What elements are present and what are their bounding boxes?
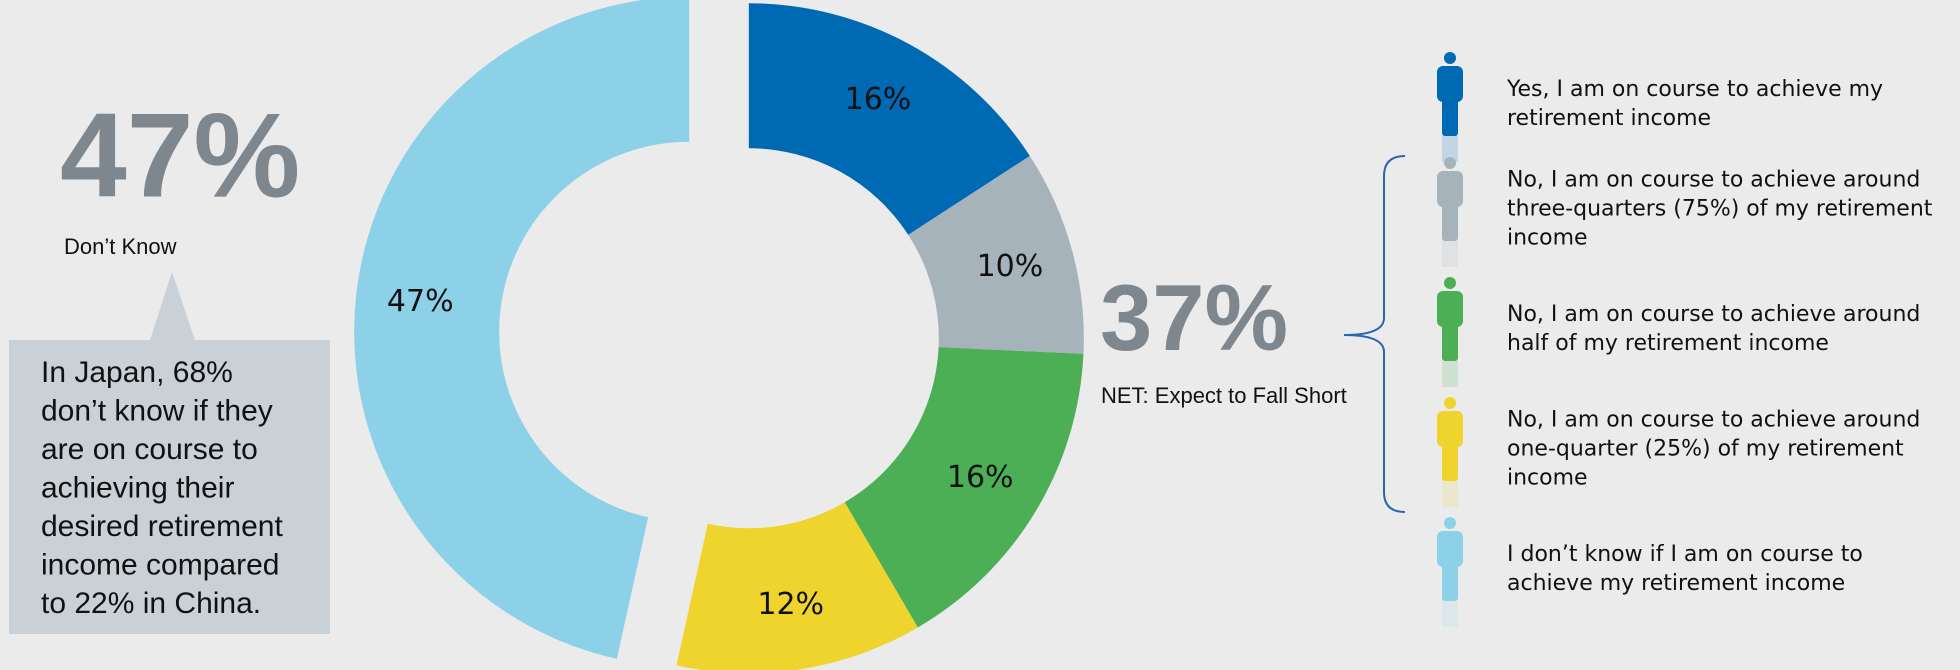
note-line: In Japan, 68% [41,356,233,389]
icon-legs [1442,561,1458,601]
icon-head [1444,397,1456,409]
note-line: are on course to [41,433,258,466]
donut-segment [748,3,1030,235]
legend-entry: Yes, I am on course to achieve my retire… [1507,77,1884,131]
donut-segment [354,0,690,659]
icon-head [1444,157,1456,169]
legend-entry: I don’t know if I am on course to achiev… [1507,542,1863,596]
segment-label: 12% [757,587,824,622]
dont-know-value: 47% [60,89,300,223]
donut-segment [676,502,918,670]
icon-head [1444,277,1456,289]
legend-icons [1437,52,1463,628]
person-icon [1437,517,1463,628]
note-line: achieving their [41,471,234,504]
icon-fade [1441,361,1459,388]
note: In Japan, 68% don’t know if they are on co… [41,356,283,620]
person-icon [1437,397,1463,508]
icon-fade [1441,481,1459,508]
icon-fade [1441,136,1459,163]
segment-label: 16% [947,460,1014,495]
person-icon [1437,277,1463,388]
net-value: 37% [1100,265,1288,370]
icon-legs [1442,321,1458,361]
callout-box [9,340,330,634]
legend-entry: No, I am on course to achieve around thr… [1507,167,1933,251]
icon-legs [1442,201,1458,241]
note-line: income compared [41,548,279,581]
icon-legs [1442,441,1458,481]
donut-segment [908,155,1084,354]
icon-body [1437,291,1463,327]
donut-segment [844,347,1084,628]
icon-fade [1441,601,1459,628]
person-icon [1437,52,1463,163]
icon-fade [1441,241,1459,268]
icon-legs [1442,96,1458,136]
segment-label: 16% [845,82,912,117]
person-icon [1437,157,1463,268]
note-line: don’t know if they [41,394,273,427]
dont-know-label: Don’t Know [64,234,177,259]
icon-body [1437,531,1463,567]
icon-body [1437,171,1463,207]
brace [1343,155,1406,513]
icon-body [1437,411,1463,447]
icon-head [1444,517,1456,529]
segment-label: 47% [387,284,454,319]
note-line: desired retirement [41,510,283,543]
icon-head [1444,52,1456,64]
donut: 16% 10% 16% 12% 47% [354,0,1084,670]
segment-label: 10% [977,249,1044,284]
legend-entry: No, I am on course to achieve around hal… [1507,302,1921,356]
note-line: to 22% in China. [41,587,261,620]
icon-body [1437,66,1463,102]
net-label: NET: Expect to Fall Short [1101,383,1347,408]
callout-pointer [150,272,195,340]
legend-entry: No, I am on course to achieve around one… [1507,407,1921,491]
